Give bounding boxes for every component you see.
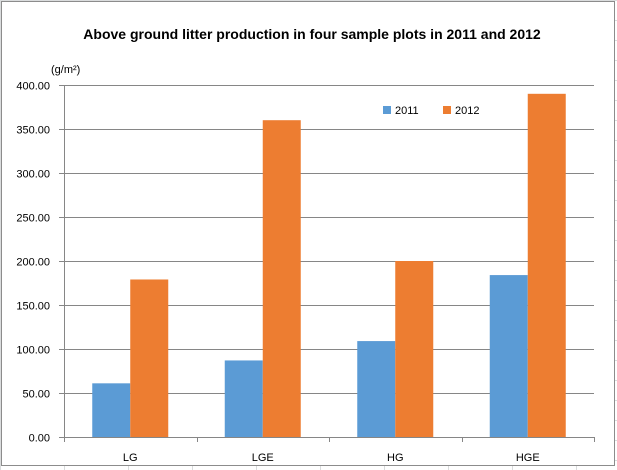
y-axis-ticks: 0.00 50.00 100.00 150.00 200.00 250.00 300.00 3… [16,81,50,445]
bar-2011-LGE [224,360,263,437]
legend-swatch-2012 [443,106,451,114]
bar-2012-LGE [262,120,301,437]
bars [92,93,566,438]
x-tick-label: LGE [252,452,274,464]
x-axis-ticks: LG LGE HG HGE [123,452,540,464]
y-tick-label: 0.00 [29,433,50,445]
x-tick-label: HGE [516,452,540,464]
bar-2012-HGE [527,93,566,438]
y-tick-label: 200.00 [16,257,50,269]
bar-2011-HGE [489,275,528,437]
x-tick-label: LG [123,452,138,464]
bar-2011-HG [357,341,396,437]
y-tick-label: 100.00 [16,345,50,357]
legend: 2011 2012 [383,105,479,117]
legend-label-2011: 2011 [395,105,419,117]
x-tick-label: HG [387,452,404,464]
bar-2012-HG [395,261,434,437]
y-tick-label: 350.00 [16,125,50,137]
y-tick-label: 50.00 [22,389,50,401]
y-tick-label: 250.00 [16,213,50,225]
y-tick-label: 150.00 [16,301,50,313]
y-tick-label: 400.00 [16,81,50,93]
chart-title: Above ground litter production in four s… [83,26,541,42]
legend-label-2012: 2012 [455,105,479,117]
bar-2012-LG [130,279,169,437]
legend-swatch-2011 [383,106,391,114]
bar-chart: Above ground litter production in four s… [16,26,595,464]
bar-2011-LG [92,383,131,437]
y-tick-label: 300.00 [16,169,50,181]
y-axis-unit-label: (g/m²) [51,64,80,76]
